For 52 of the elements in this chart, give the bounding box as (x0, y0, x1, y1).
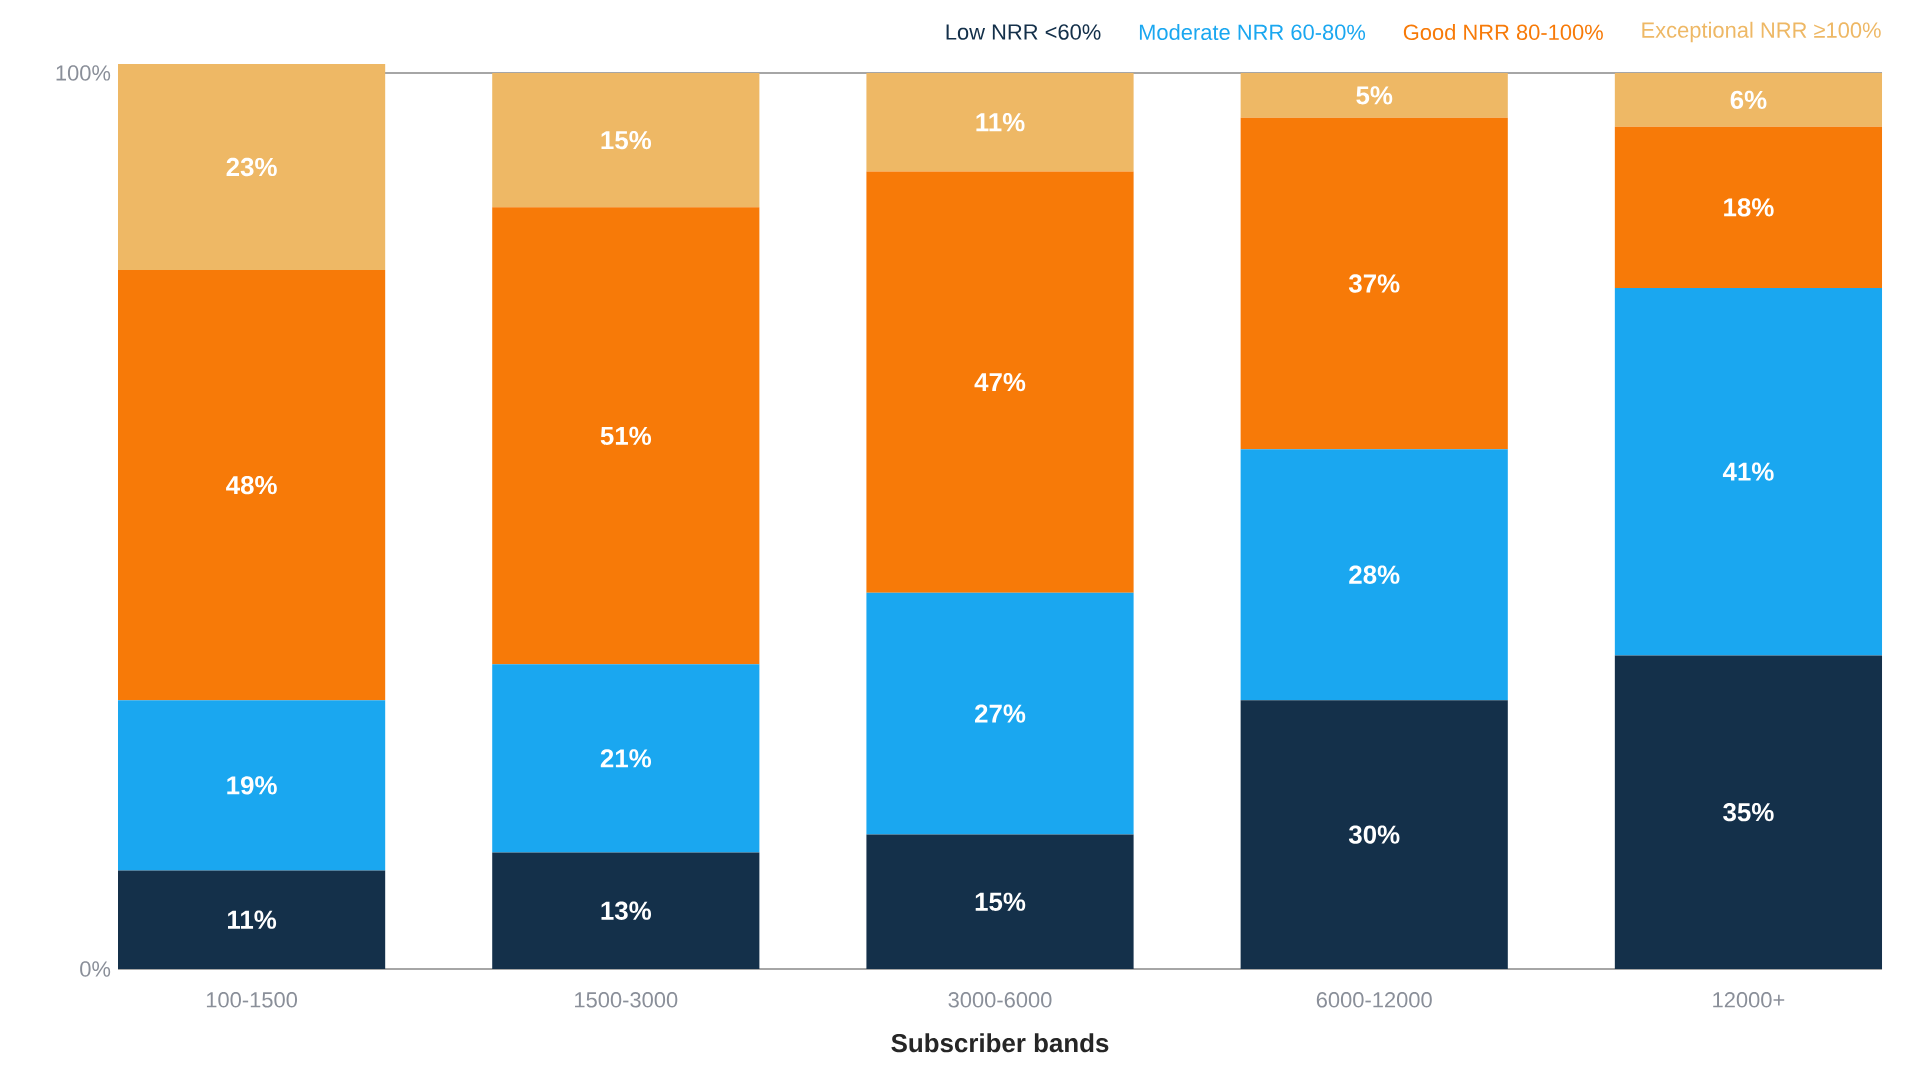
data-label: 13% (601, 901, 652, 920)
x-tick-label: 100-1500 (206, 992, 298, 1008)
text: Moderate NRR 60-80% (1139, 23, 1366, 41)
bar (118, 700, 386, 871)
bar (1614, 288, 1883, 656)
x-tick-label: 6000-12000 (1316, 992, 1432, 1008)
bar (1240, 72, 1508, 118)
bar (1240, 117, 1508, 450)
x-tick-label: 1500-3000 (575, 992, 678, 1008)
bar (492, 852, 760, 969)
data-label: 37% (1348, 274, 1400, 293)
bar (492, 664, 760, 853)
series-label: Exceptional NRR ≥100% (1642, 21, 1881, 43)
y-tick-label: 0% (80, 961, 111, 977)
data-label: 47% (974, 372, 1026, 392)
text: Good NRR 80-100% (1403, 23, 1603, 41)
x-tick-label: 12000+ (1713, 992, 1785, 1008)
data-label: 19% (227, 776, 277, 795)
bar (866, 72, 1134, 172)
bar (866, 592, 1134, 835)
bar (866, 834, 1134, 969)
bar (492, 72, 760, 208)
data-label: 41% (1722, 462, 1774, 481)
data-label: 11% (976, 113, 1025, 132)
data-label: 18% (1724, 198, 1774, 217)
data-label: 23% (226, 157, 277, 177)
x-axis-title: Subscriber bands (891, 1033, 1109, 1053)
data-label: 28% (1349, 565, 1400, 584)
bar (118, 270, 386, 701)
x-tick-label: 3000-6000 (948, 992, 1052, 1008)
data-label: 27% (975, 704, 1026, 723)
bar (118, 63, 386, 271)
data-label: 30% (1348, 825, 1400, 844)
text: Low NRR <60% (946, 24, 1101, 40)
bar (118, 870, 386, 969)
data-label: 6% (1730, 90, 1767, 109)
data-label: 35% (1723, 802, 1774, 822)
data-label: 48% (226, 475, 277, 495)
data-label: 15% (975, 892, 1026, 911)
bar (492, 207, 760, 665)
bar (1614, 655, 1883, 969)
bar (1614, 72, 1883, 127)
data-label: 5% (1356, 86, 1393, 105)
data-label: 21% (600, 749, 652, 768)
bar (1240, 449, 1508, 701)
data-label: 51% (600, 426, 652, 445)
bar (1240, 700, 1508, 969)
y-tick-label: 100% (56, 65, 111, 81)
bar (866, 171, 1134, 593)
data-label: 11% (228, 910, 277, 929)
data-label: 15% (601, 131, 652, 150)
bar (1614, 126, 1883, 288)
